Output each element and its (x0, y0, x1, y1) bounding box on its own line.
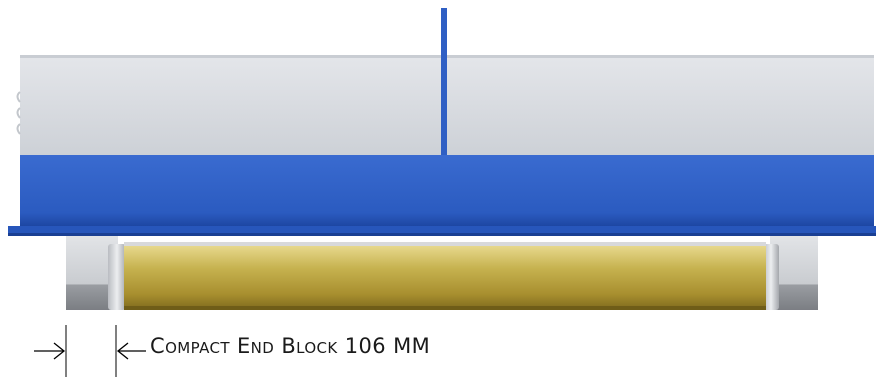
left-arrow-icon (116, 342, 146, 360)
end-block-left-cap (108, 244, 126, 310)
plate-body (20, 155, 874, 227)
roller-body (124, 246, 766, 310)
housing-left-knobs (16, 91, 21, 135)
end-block-right-cap (763, 244, 779, 310)
end-block-left (66, 236, 126, 310)
gold-roller (124, 242, 766, 310)
roller-bottom-edge (124, 306, 766, 310)
plate-flange (8, 226, 876, 235)
dimension-indicator (34, 325, 146, 377)
right-arrow-icon (34, 342, 66, 360)
roller-top-rail (124, 242, 766, 246)
end-block-right (763, 236, 818, 310)
plate-flange-shadow (8, 233, 876, 236)
blue-base-plate (8, 155, 876, 236)
dimension-caption: Compact End Block 106 MM (150, 334, 431, 358)
blue-divider-bar (441, 8, 447, 158)
